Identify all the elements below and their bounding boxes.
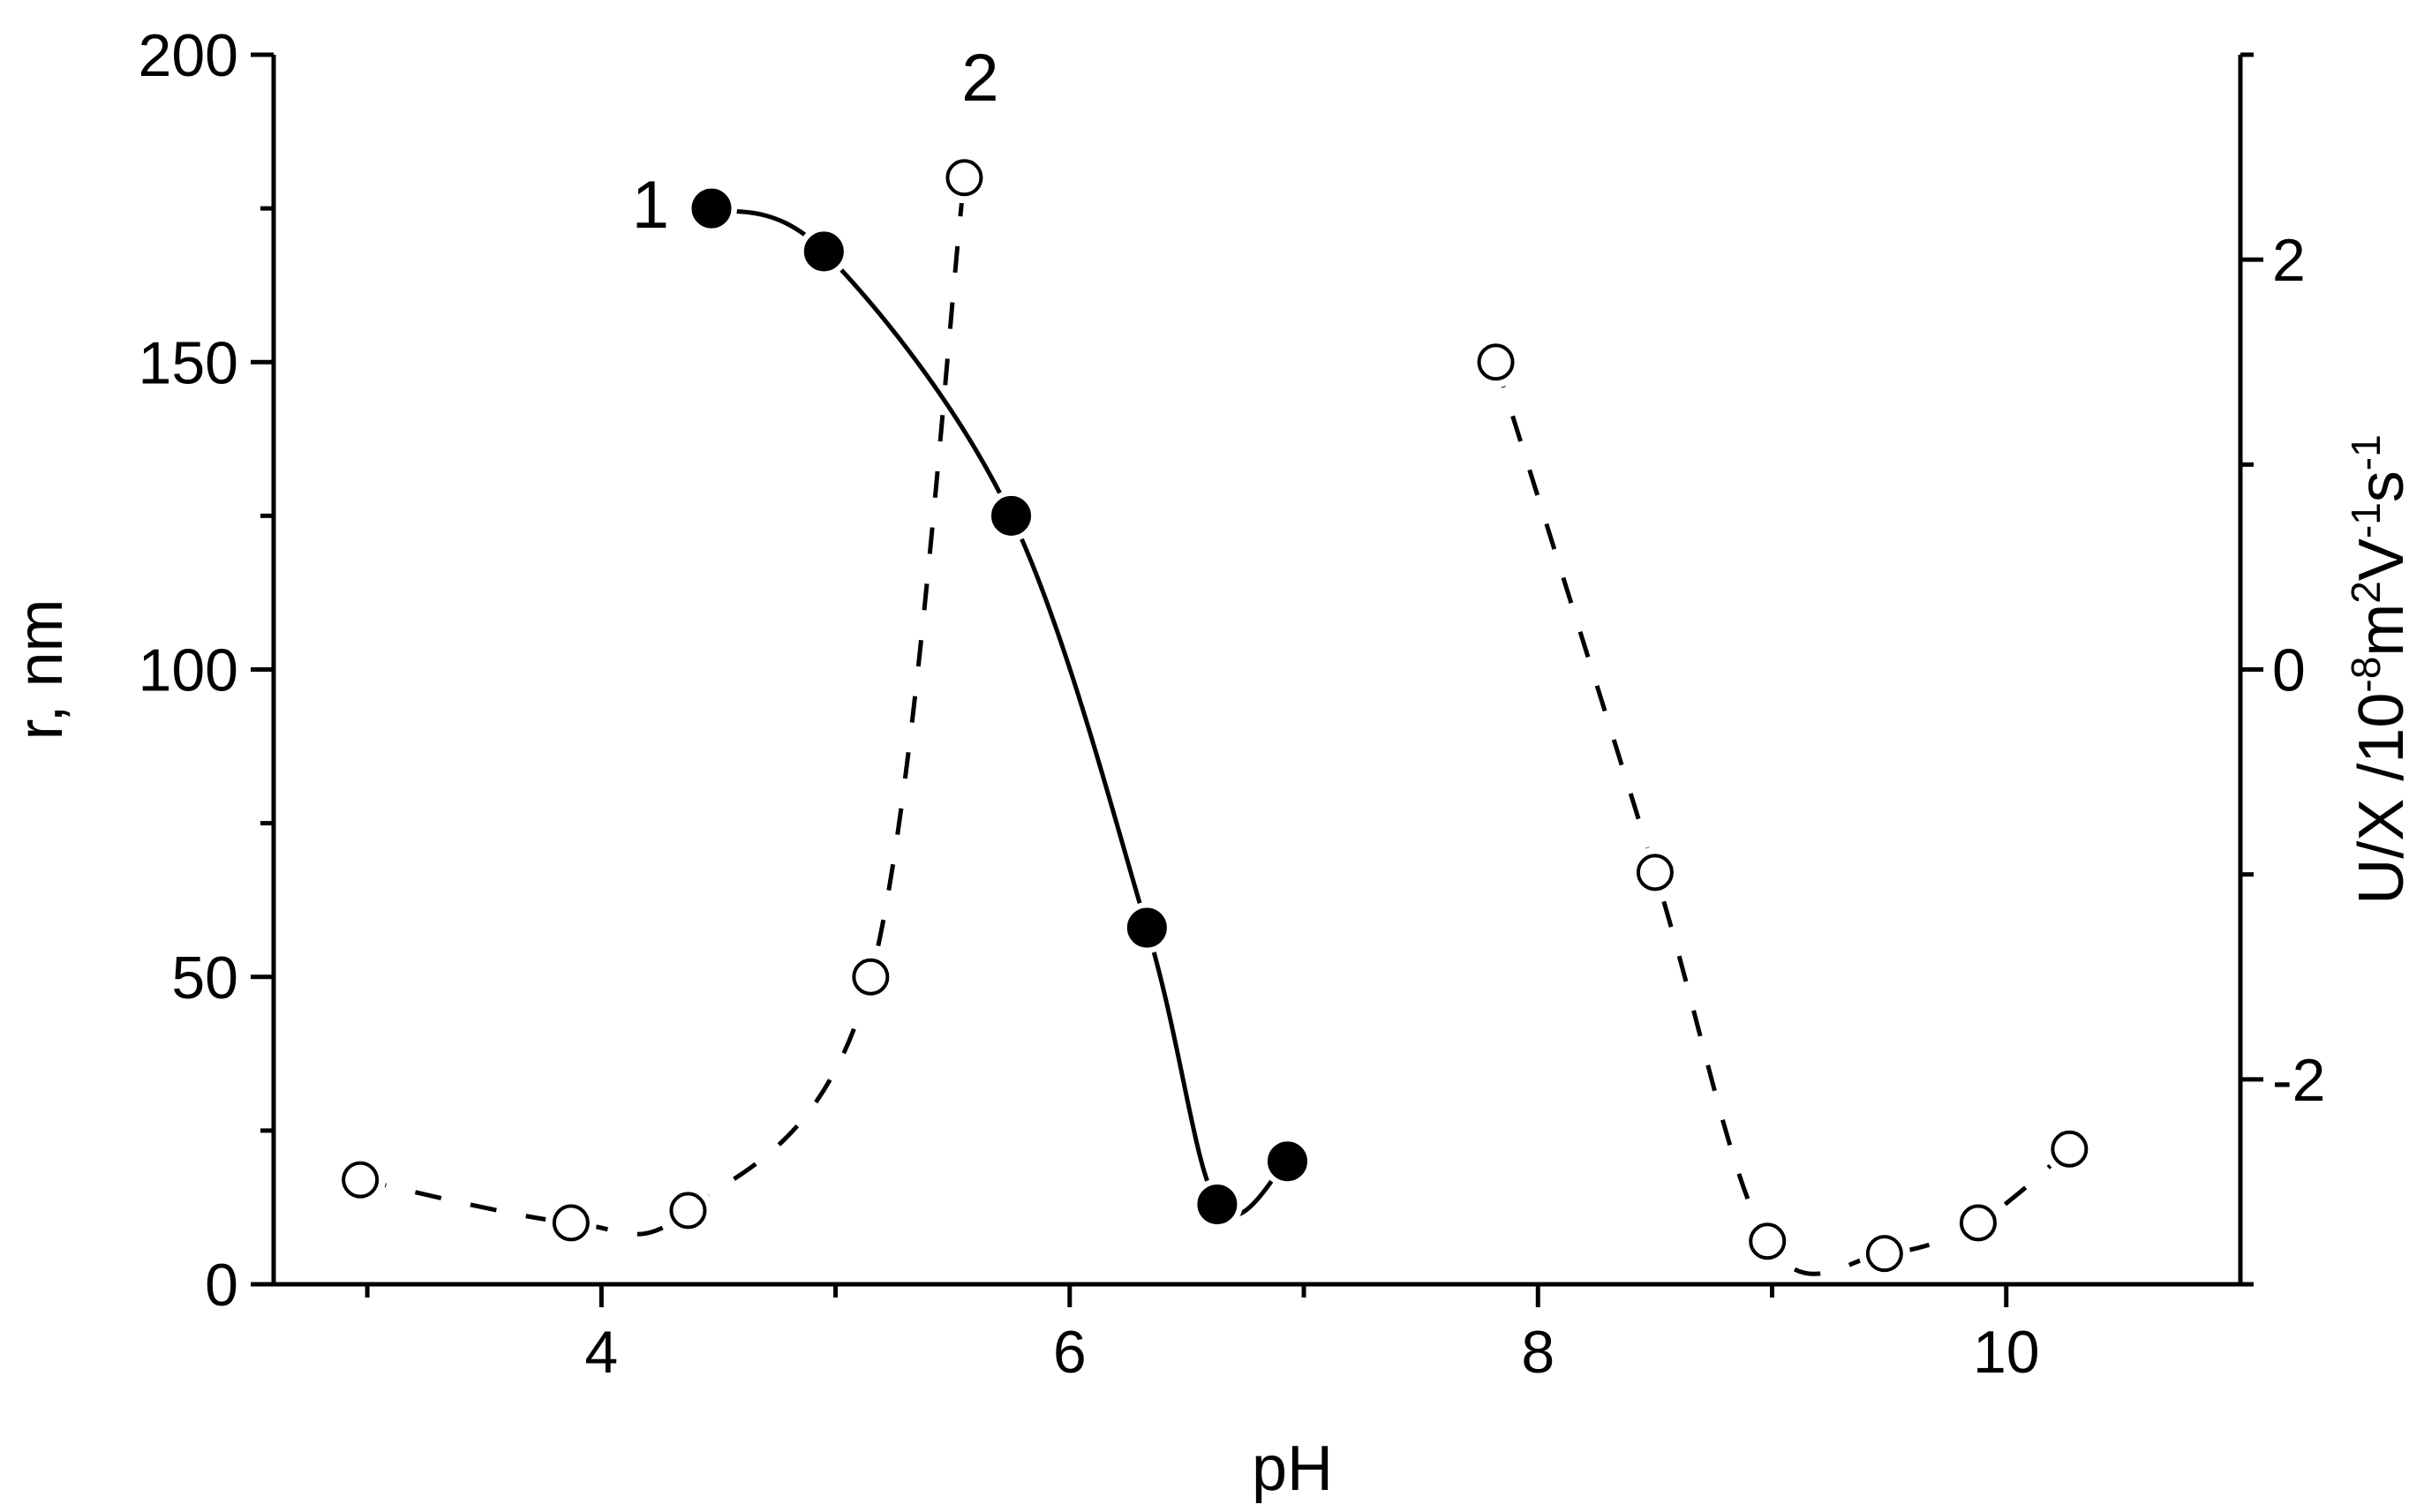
curve-label-2: 2 (961, 41, 998, 116)
y-right-axis-title: U/X /10-8m2V-1s-1 (2343, 434, 2417, 904)
y-right-title-superscript: -8 (2343, 657, 2389, 693)
curves (359, 177, 2071, 1276)
data-point-open (1477, 343, 1515, 381)
y-right-title-superscript: 2 (2343, 581, 2389, 604)
y-right-title-part: V (2346, 538, 2417, 581)
data-point-open (945, 159, 983, 197)
y-left-tick-label: 50 (171, 944, 238, 1012)
data-point-open (1959, 1204, 1997, 1242)
y-right-tick-label: 2 (2272, 227, 2306, 294)
y-right-title-superscript: -1 (2343, 502, 2389, 538)
series-1-line (711, 206, 1290, 1218)
y-left-tick-label: 100 (139, 637, 238, 704)
data-point-open (1749, 1222, 1787, 1260)
y-left-tick-label: 200 (139, 22, 238, 89)
data-point-open (852, 958, 890, 996)
data-point-open (552, 1204, 590, 1242)
data-point-filled (1126, 907, 1167, 948)
y-left-tick-label: 150 (139, 329, 238, 396)
series-2-line (359, 177, 967, 1237)
y-right-title-part: s (2346, 470, 2417, 502)
series-2-line (1494, 361, 2071, 1276)
data-point-open (2051, 1130, 2089, 1168)
x-tick-label: 4 (584, 1319, 618, 1386)
y-right-tick-label: 0 (2272, 637, 2306, 704)
y-left-tick-label: 0 (205, 1252, 238, 1319)
data-point-open (342, 1161, 380, 1199)
x-tick-label: 8 (1521, 1319, 1555, 1386)
data-point-filled (991, 495, 1031, 536)
y-right-title-part: m (2346, 604, 2417, 657)
y-right-title-part: U/X /10 (2346, 693, 2417, 905)
curve-label-1: 1 (632, 168, 669, 243)
labels: pHr, nmU/X /10-8m2V-1s-112 (5, 41, 2417, 1504)
y-right-title-superscript: -1 (2343, 434, 2389, 470)
y-right-tick-label: -2 (2272, 1047, 2325, 1114)
markers (335, 152, 2096, 1280)
x-tick-label: 6 (1053, 1319, 1087, 1386)
data-point-filled (803, 231, 844, 272)
data-point-open (1865, 1235, 1903, 1273)
data-point-filled (1197, 1184, 1238, 1224)
data-point-open (669, 1192, 707, 1230)
data-point-open (1636, 854, 1674, 891)
data-point-filled (691, 188, 732, 229)
x-axis-title: pH (1252, 1433, 1333, 1504)
y-left-axis-title: r, nm (5, 598, 76, 740)
x-tick-label: 10 (1973, 1319, 2040, 1386)
data-point-filled (1267, 1141, 1307, 1182)
